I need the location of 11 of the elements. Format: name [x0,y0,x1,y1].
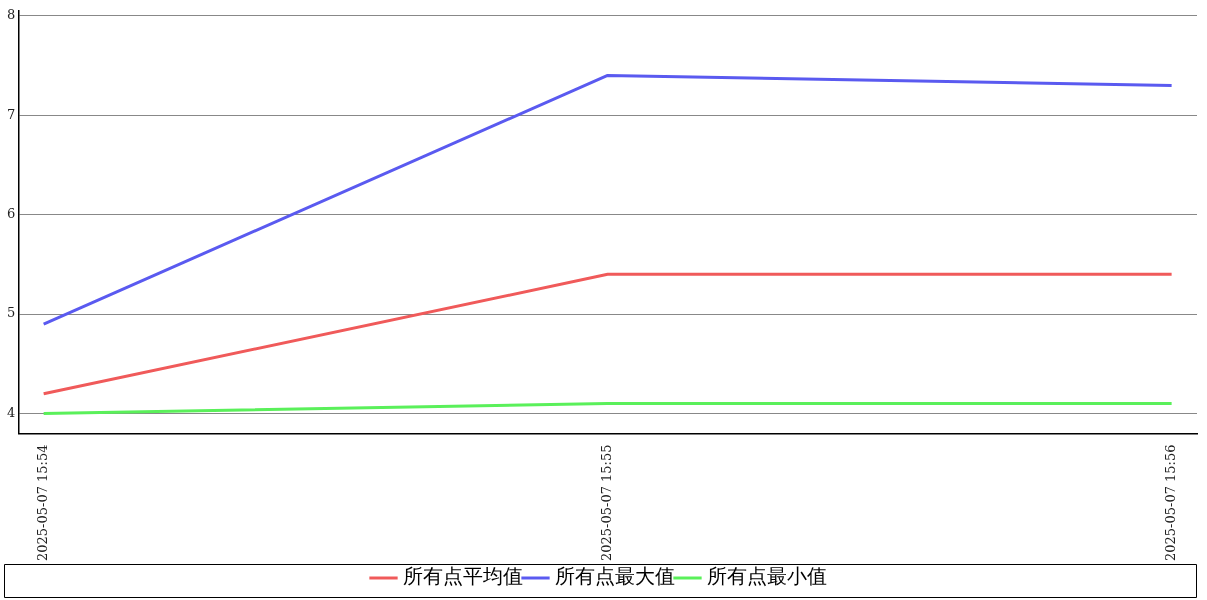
x-tick-label: 2025-05-07 15:56 [1163,444,1178,562]
x-tick-label: 2025-05-07 15:54 [35,444,51,562]
legend-label: 所有点平均值 [402,564,523,589]
y-tick-label: 7 [6,106,16,122]
y-tick-label: 4 [6,404,16,420]
y-tick-label: 6 [6,206,16,222]
legend-label: 所有点最小值 [706,564,827,589]
y-tick-label: 5 [6,305,16,321]
x-tick-label: 2025-05-07 15:55 [599,444,615,562]
y-tick-label: 8 [6,7,16,23]
legend-label: 所有点最大值 [554,564,675,589]
